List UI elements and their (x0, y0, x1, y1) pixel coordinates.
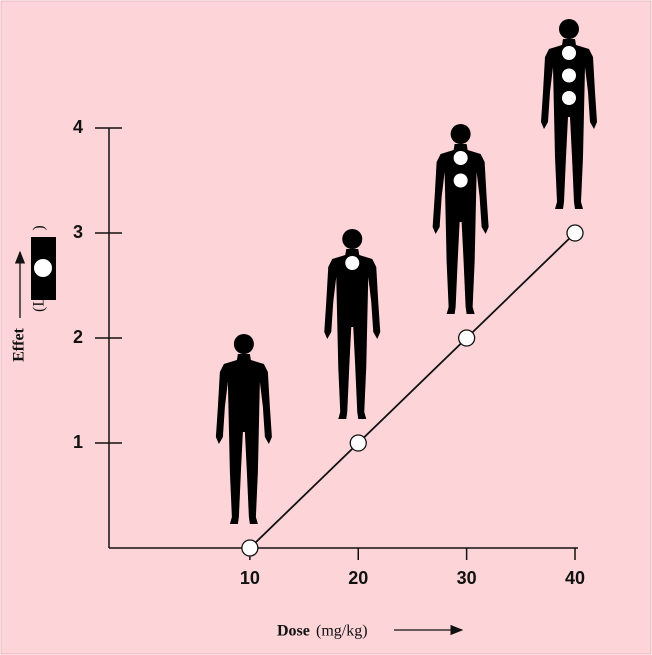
y-tick-label: 2 (73, 327, 83, 347)
lesion-dot (562, 46, 576, 60)
y-tick-label: 4 (73, 117, 83, 137)
lesion-dot (454, 174, 468, 188)
lesion-dot (562, 91, 576, 105)
page: {"chart_data":{"type":"line","xlabel":"D… (0, 0, 652, 655)
figure-head (234, 334, 254, 354)
data-point (242, 540, 258, 556)
x-tick-label: 40 (565, 568, 585, 588)
lesion-dot (562, 69, 576, 83)
x-tick-label: 10 (240, 568, 260, 588)
figure-head (559, 19, 579, 39)
y-tick-label: 3 (73, 222, 83, 242)
x-tick-label: 20 (348, 568, 368, 588)
lesion-dot (454, 151, 468, 165)
x-tick-label: 30 (457, 568, 477, 588)
y-unit-close: ) (31, 225, 48, 230)
data-point (459, 330, 475, 346)
data-point (567, 225, 583, 241)
x-unit: (mg/kg) (316, 623, 368, 640)
figure-head (342, 229, 362, 249)
lesion-dot (345, 256, 359, 270)
x-label: Dose (277, 623, 310, 640)
figure-head (451, 124, 471, 144)
data-point (350, 435, 366, 451)
y-tick-label: 1 (73, 432, 83, 452)
y-label: Effet (11, 327, 28, 361)
chart: Effet (Lésion ) Dose (mg/kg) 12341020304… (0, 0, 652, 655)
lesion-icon-dot (34, 259, 52, 277)
